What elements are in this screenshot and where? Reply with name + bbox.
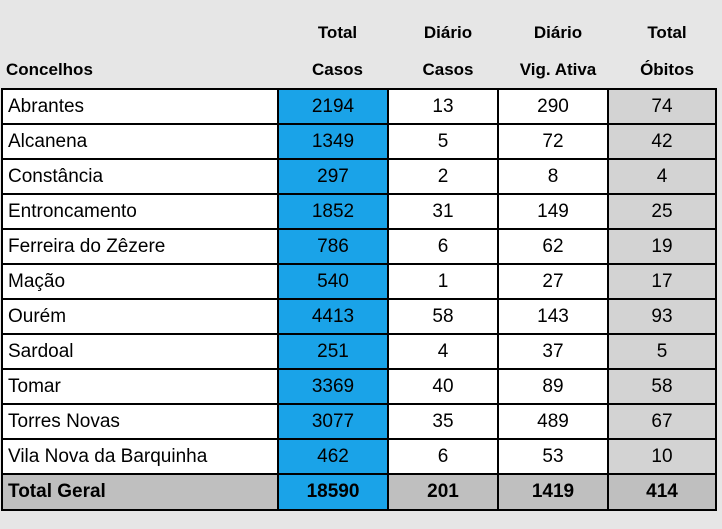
cell-total-casos: 3077 xyxy=(277,403,389,440)
table-body: Abrantes 2194 13 290 74 Alcanena 1349 5 72 42 Cons… xyxy=(1,88,717,511)
cell-vig-ativa: 27 xyxy=(497,263,609,300)
cell-total-casos: 3369 xyxy=(277,368,389,405)
header-total-obitos-line1: Total xyxy=(647,23,687,42)
cell-diario-casos: 6 xyxy=(387,438,499,475)
cell-total-obitos: 42 xyxy=(607,123,717,160)
cell-concelho: Ourém xyxy=(1,298,279,335)
cell-total-casos: 540 xyxy=(277,263,389,300)
header-total-casos-line2: Casos xyxy=(311,60,364,79)
table-row: Mação 540 1 27 17 xyxy=(1,263,717,300)
cell-concelho: Tomar xyxy=(1,368,279,405)
total-cell-diario-casos: 201 xyxy=(387,473,499,511)
table-header: Concelhos Total Casos Diário Casos Diári… xyxy=(0,0,722,88)
table-row: Entroncamento 1852 31 149 25 xyxy=(1,193,717,230)
header-diario-casos-line1: Diário xyxy=(423,23,473,42)
cell-diario-casos: 4 xyxy=(387,333,499,370)
header-total-casos-line1: Total xyxy=(317,23,358,42)
cell-total-obitos: 10 xyxy=(607,438,717,475)
table-row: Torres Novas 3077 35 489 67 xyxy=(1,403,717,440)
cell-total-obitos: 67 xyxy=(607,403,717,440)
cell-diario-casos: 5 xyxy=(387,123,499,160)
table-row: Tomar 3369 40 89 58 xyxy=(1,368,717,405)
cell-vig-ativa: 489 xyxy=(497,403,609,440)
cell-vig-ativa: 53 xyxy=(497,438,609,475)
cell-diario-casos: 35 xyxy=(387,403,499,440)
cell-total-casos: 786 xyxy=(277,228,389,265)
header-total-obitos-line2: Óbitos xyxy=(640,60,694,79)
cell-total-obitos: 74 xyxy=(607,88,717,125)
header-total-casos: Total Casos xyxy=(283,0,392,88)
cell-total-casos: 251 xyxy=(277,333,389,370)
cell-vig-ativa: 37 xyxy=(497,333,609,370)
cell-concelho: Ferreira do Zêzere xyxy=(1,228,279,265)
cell-concelho: Entroncamento xyxy=(1,193,279,230)
total-cell-vig-ativa: 1419 xyxy=(497,473,609,511)
cell-diario-casos: 6 xyxy=(387,228,499,265)
header-diario-casos-line2: Casos xyxy=(422,60,474,79)
cell-vig-ativa: 149 xyxy=(497,193,609,230)
table-row: Constância 297 2 8 4 xyxy=(1,158,717,195)
cell-total-obitos: 25 xyxy=(607,193,717,230)
header-diario-vig-line2: Vig. Ativa xyxy=(519,60,597,79)
data-table: Abrantes 2194 13 290 74 Alcanena 1349 5 72 42 Cons… xyxy=(1,88,717,511)
cell-diario-casos: 40 xyxy=(387,368,499,405)
cell-concelho: Sardoal xyxy=(1,333,279,370)
cell-total-obitos: 5 xyxy=(607,333,717,370)
cell-concelho: Torres Novas xyxy=(1,403,279,440)
cell-vig-ativa: 143 xyxy=(497,298,609,335)
table-row: Alcanena 1349 5 72 42 xyxy=(1,123,717,160)
total-cell-concelho: Total Geral xyxy=(1,473,279,511)
cell-vig-ativa: 89 xyxy=(497,368,609,405)
cell-concelho: Alcanena xyxy=(1,123,279,160)
header-diario-vig: Diário Vig. Ativa xyxy=(503,0,613,88)
cell-diario-casos: 58 xyxy=(387,298,499,335)
total-row: Total Geral 18590 201 1419 414 xyxy=(1,473,717,511)
cell-concelho: Constância xyxy=(1,158,279,195)
cell-total-casos: 1349 xyxy=(277,123,389,160)
cell-total-casos: 297 xyxy=(277,158,389,195)
table-row: Vila Nova da Barquinha 462 6 53 10 xyxy=(1,438,717,475)
cell-total-casos: 2194 xyxy=(277,88,389,125)
cell-diario-casos: 1 xyxy=(387,263,499,300)
table-row: Ferreira do Zêzere 786 6 62 19 xyxy=(1,228,717,265)
cell-total-obitos: 17 xyxy=(607,263,717,300)
cell-vig-ativa: 72 xyxy=(497,123,609,160)
cell-total-obitos: 93 xyxy=(607,298,717,335)
cell-vig-ativa: 290 xyxy=(497,88,609,125)
header-concelhos: Concelhos xyxy=(0,0,288,88)
table-row: Sardoal 251 4 37 5 xyxy=(1,333,717,370)
cell-total-casos: 4413 xyxy=(277,298,389,335)
header-diario-vig-line1: Diário xyxy=(533,23,583,42)
table-row: Abrantes 2194 13 290 74 xyxy=(1,88,717,125)
cell-total-obitos: 58 xyxy=(607,368,717,405)
header-concelhos-label: Concelhos xyxy=(6,60,93,79)
header-diario-casos: Diário Casos xyxy=(393,0,503,88)
cell-total-casos: 1852 xyxy=(277,193,389,230)
cell-vig-ativa: 62 xyxy=(497,228,609,265)
header-total-obitos: Total Óbitos xyxy=(613,0,721,88)
cell-concelho: Mação xyxy=(1,263,279,300)
total-cell-total-obitos: 414 xyxy=(607,473,717,511)
cell-vig-ativa: 8 xyxy=(497,158,609,195)
cell-total-obitos: 4 xyxy=(607,158,717,195)
cell-total-casos: 462 xyxy=(277,438,389,475)
total-cell-total-casos: 18590 xyxy=(277,473,389,511)
cell-total-obitos: 19 xyxy=(607,228,717,265)
cell-diario-casos: 13 xyxy=(387,88,499,125)
table-row: Ourém 4413 58 143 93 xyxy=(1,298,717,335)
cell-diario-casos: 2 xyxy=(387,158,499,195)
cell-diario-casos: 31 xyxy=(387,193,499,230)
cell-concelho: Abrantes xyxy=(1,88,279,125)
cell-concelho: Vila Nova da Barquinha xyxy=(1,438,279,475)
